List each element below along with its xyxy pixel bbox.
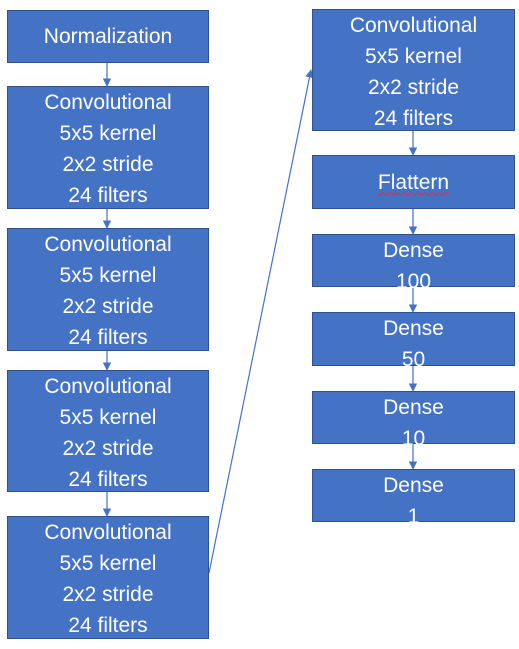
conv-layer-3-box: Convolutional 5x5 kernel 2x2 stride 24 f…	[7, 370, 209, 492]
conv-layer-4-box: Convolutional 5x5 kernel 2x2 stride 24 f…	[7, 516, 209, 639]
kernel-label: 5x5 kernel	[59, 264, 157, 287]
stride-label: 2x2 stride	[367, 76, 460, 99]
layer-type-label: Convolutional	[44, 521, 172, 544]
stride-label: 2x2 stride	[62, 437, 154, 460]
conv-layer-2-box: Convolutional 5x5 kernel 2x2 stride 24 f…	[7, 228, 209, 351]
layer-type-label: Convolutional	[44, 375, 172, 398]
stride-label: 2x2 stride	[62, 153, 154, 176]
layer-type-label: Dense	[383, 239, 444, 262]
filters-label: 24 filters	[68, 326, 148, 349]
kernel-label: 5x5 kernel	[59, 406, 157, 429]
filters-label: 24 filters	[373, 107, 454, 130]
box-label: Normalization	[43, 25, 173, 48]
dense-100-box: Dense 100	[312, 234, 515, 293]
normalization-box: Normalization	[7, 10, 209, 63]
units-label: 100	[395, 270, 432, 293]
filters-label: 24 filters	[68, 614, 148, 637]
conv-layer-1-box: Convolutional 5x5 kernel 2x2 stride 24 f…	[7, 86, 209, 209]
dense-10-box: Dense 10	[312, 391, 515, 450]
layer-type-label: Dense	[383, 317, 444, 340]
filters-label: 24 filters	[68, 468, 148, 491]
stride-label: 2x2 stride	[62, 295, 154, 318]
filters-label: 24 filters	[68, 184, 148, 207]
kernel-label: 5x5 kernel	[59, 122, 157, 145]
dense-50-box: Dense 50	[312, 312, 515, 371]
layer-type-label: Dense	[383, 474, 444, 497]
arrow-conv4-to-conv5	[208, 69, 314, 574]
conv-layer-5-box: Convolutional 5x5 kernel 2x2 stride 24 f…	[312, 9, 515, 131]
units-label: 10	[401, 427, 426, 450]
layer-type-label: Dense	[383, 396, 444, 419]
units-label: 1	[407, 505, 420, 528]
stride-label: 2x2 stride	[62, 583, 154, 606]
dense-1-box: Dense 1	[312, 469, 515, 528]
box-label: Flattern	[377, 170, 450, 194]
units-label: 50	[401, 348, 426, 371]
layer-type-label: Convolutional	[44, 233, 172, 256]
layer-type-label: Convolutional	[349, 14, 478, 37]
flatten-box: Flattern	[312, 155, 515, 209]
kernel-label: 5x5 kernel	[365, 45, 462, 68]
kernel-label: 5x5 kernel	[59, 552, 157, 575]
layer-type-label: Convolutional	[44, 91, 172, 114]
